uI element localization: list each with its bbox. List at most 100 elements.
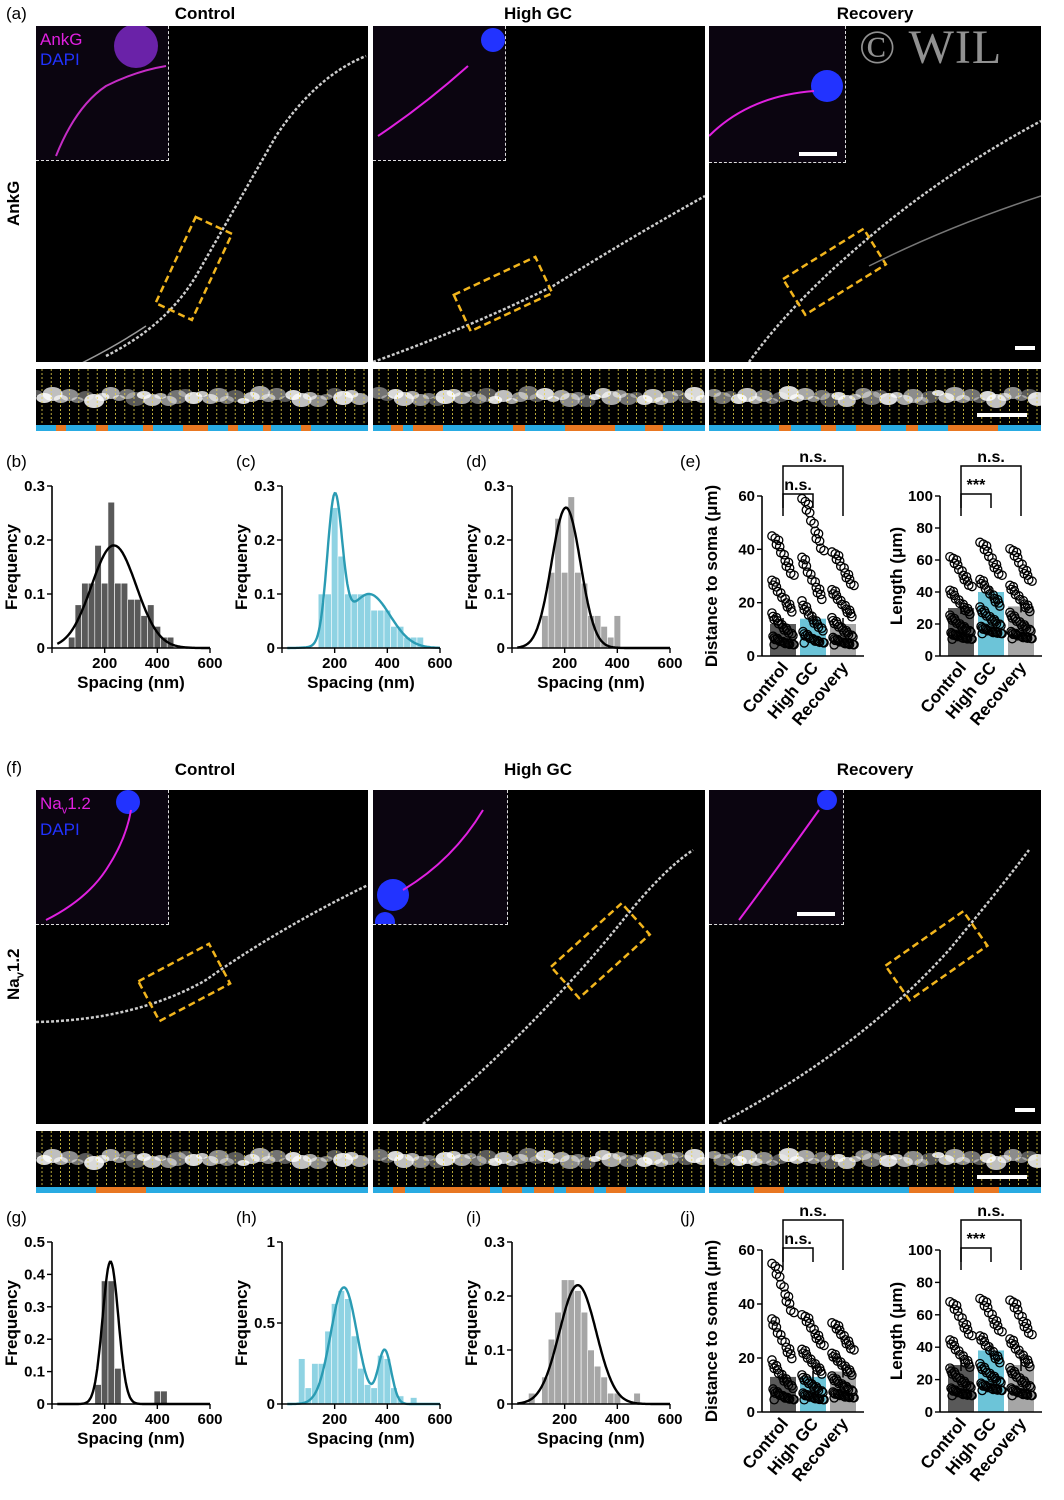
significance-bracket (960, 1247, 992, 1262)
zoom-strip (709, 1131, 1041, 1193)
data-point (829, 639, 840, 650)
strip-segment (594, 1187, 606, 1193)
strip-segment (490, 1187, 502, 1193)
y-tick-label: 20 (738, 595, 755, 612)
data-point (961, 1319, 972, 1330)
strip-segment (856, 425, 881, 431)
data-point (1017, 559, 1027, 570)
y-tick-label: 80 (916, 520, 933, 537)
data-point (801, 561, 812, 571)
data-point (830, 1349, 841, 1360)
strip-segment (999, 1187, 1041, 1193)
y-axis-label: Length (μm) (887, 1282, 906, 1380)
x-axis-label: Spacing (nm) (77, 1429, 185, 1448)
strip-segment (393, 1187, 405, 1193)
data-point (841, 1381, 852, 1392)
data-point (977, 1379, 988, 1390)
strip-segment (606, 1187, 626, 1193)
data-point (947, 1384, 958, 1395)
data-point (771, 612, 782, 623)
data-point (979, 605, 990, 616)
scale-bar-strip (977, 413, 1027, 417)
strip-segment (565, 425, 615, 431)
strip-segment (146, 1187, 368, 1193)
y-tick-label: 20 (916, 1372, 933, 1389)
y-axis-label: Distance to soma (μm) (702, 485, 721, 667)
chart-b: 0 0.1 0.2 0.3 200 400 600 Spacing (nm) Frequency (2, 478, 223, 692)
strip-segment (709, 1187, 754, 1193)
data-point (956, 631, 966, 642)
data-point (997, 1326, 1007, 1337)
histogram-bar (81, 582, 89, 649)
y-tick-label: 0 (497, 640, 505, 657)
strip-blob (766, 398, 779, 404)
data-point (978, 1332, 989, 1343)
data-point (814, 1363, 825, 1373)
strip-blob (855, 388, 872, 398)
data-point (980, 1380, 991, 1391)
data-point (838, 1390, 848, 1401)
data-point (966, 634, 976, 644)
data-point (946, 627, 956, 638)
strip-segment (954, 1187, 974, 1193)
data-point (788, 1394, 798, 1405)
data-point (980, 623, 991, 634)
data-point (784, 1344, 795, 1354)
strip-blob (903, 389, 924, 403)
y-tick-label: 0 (37, 640, 45, 657)
data-point (834, 556, 845, 566)
data-point (976, 1378, 986, 1389)
strip-blob (167, 390, 188, 404)
data-point (802, 1389, 813, 1400)
data-point (951, 555, 962, 565)
strip-segment (821, 425, 836, 431)
x-tick-label: 200 (552, 655, 577, 672)
y-tick-label: 1 (267, 1234, 275, 1251)
strip-segment (836, 425, 856, 431)
strip-segment (502, 1187, 522, 1193)
data-point (957, 1313, 967, 1323)
data-point (789, 570, 799, 581)
histogram-bar (613, 615, 621, 649)
strip-blob (518, 386, 539, 400)
inset-highgc-nav12 (373, 790, 508, 932)
y-tick-label: 60 (738, 1242, 755, 1259)
x-axis-label: Spacing (nm) (307, 1429, 415, 1448)
data-point (816, 594, 827, 605)
column-title-recovery-bottom: Recovery (836, 760, 914, 779)
strip-blob (766, 1160, 779, 1166)
y-tick-label: 0 (747, 1404, 755, 1421)
data-point (770, 1316, 781, 1326)
significance-bracket (782, 1219, 844, 1270)
data-point (814, 584, 825, 595)
strip-blob (119, 1151, 136, 1161)
data-point (992, 1351, 1003, 1362)
x-tick-label: 400 (375, 655, 400, 672)
data-point (801, 602, 812, 612)
strip-segment (36, 1187, 96, 1193)
data-point (1016, 631, 1026, 641)
inset-recovery-ankg (709, 26, 846, 163)
data-point (981, 1297, 992, 1308)
strip-segment (208, 425, 228, 431)
data-point (977, 623, 988, 633)
strip-blob (71, 397, 84, 403)
scale-bar-inset-top (799, 152, 837, 156)
strip-blob (754, 390, 773, 402)
strip-blob (1003, 1149, 1022, 1161)
data-point (779, 1282, 789, 1292)
data-point (848, 639, 858, 650)
data-point (815, 589, 826, 600)
data-point (986, 626, 996, 636)
x-tick-label: 400 (375, 1411, 400, 1428)
data-point (997, 570, 1007, 581)
panel-label-c: (c) (236, 452, 256, 471)
data-point (1012, 552, 1023, 563)
strip-blob (119, 389, 136, 399)
strip-segment (96, 425, 108, 431)
strip-segment (96, 1187, 146, 1193)
strip-segment (301, 425, 311, 431)
data-point (803, 1313, 814, 1324)
